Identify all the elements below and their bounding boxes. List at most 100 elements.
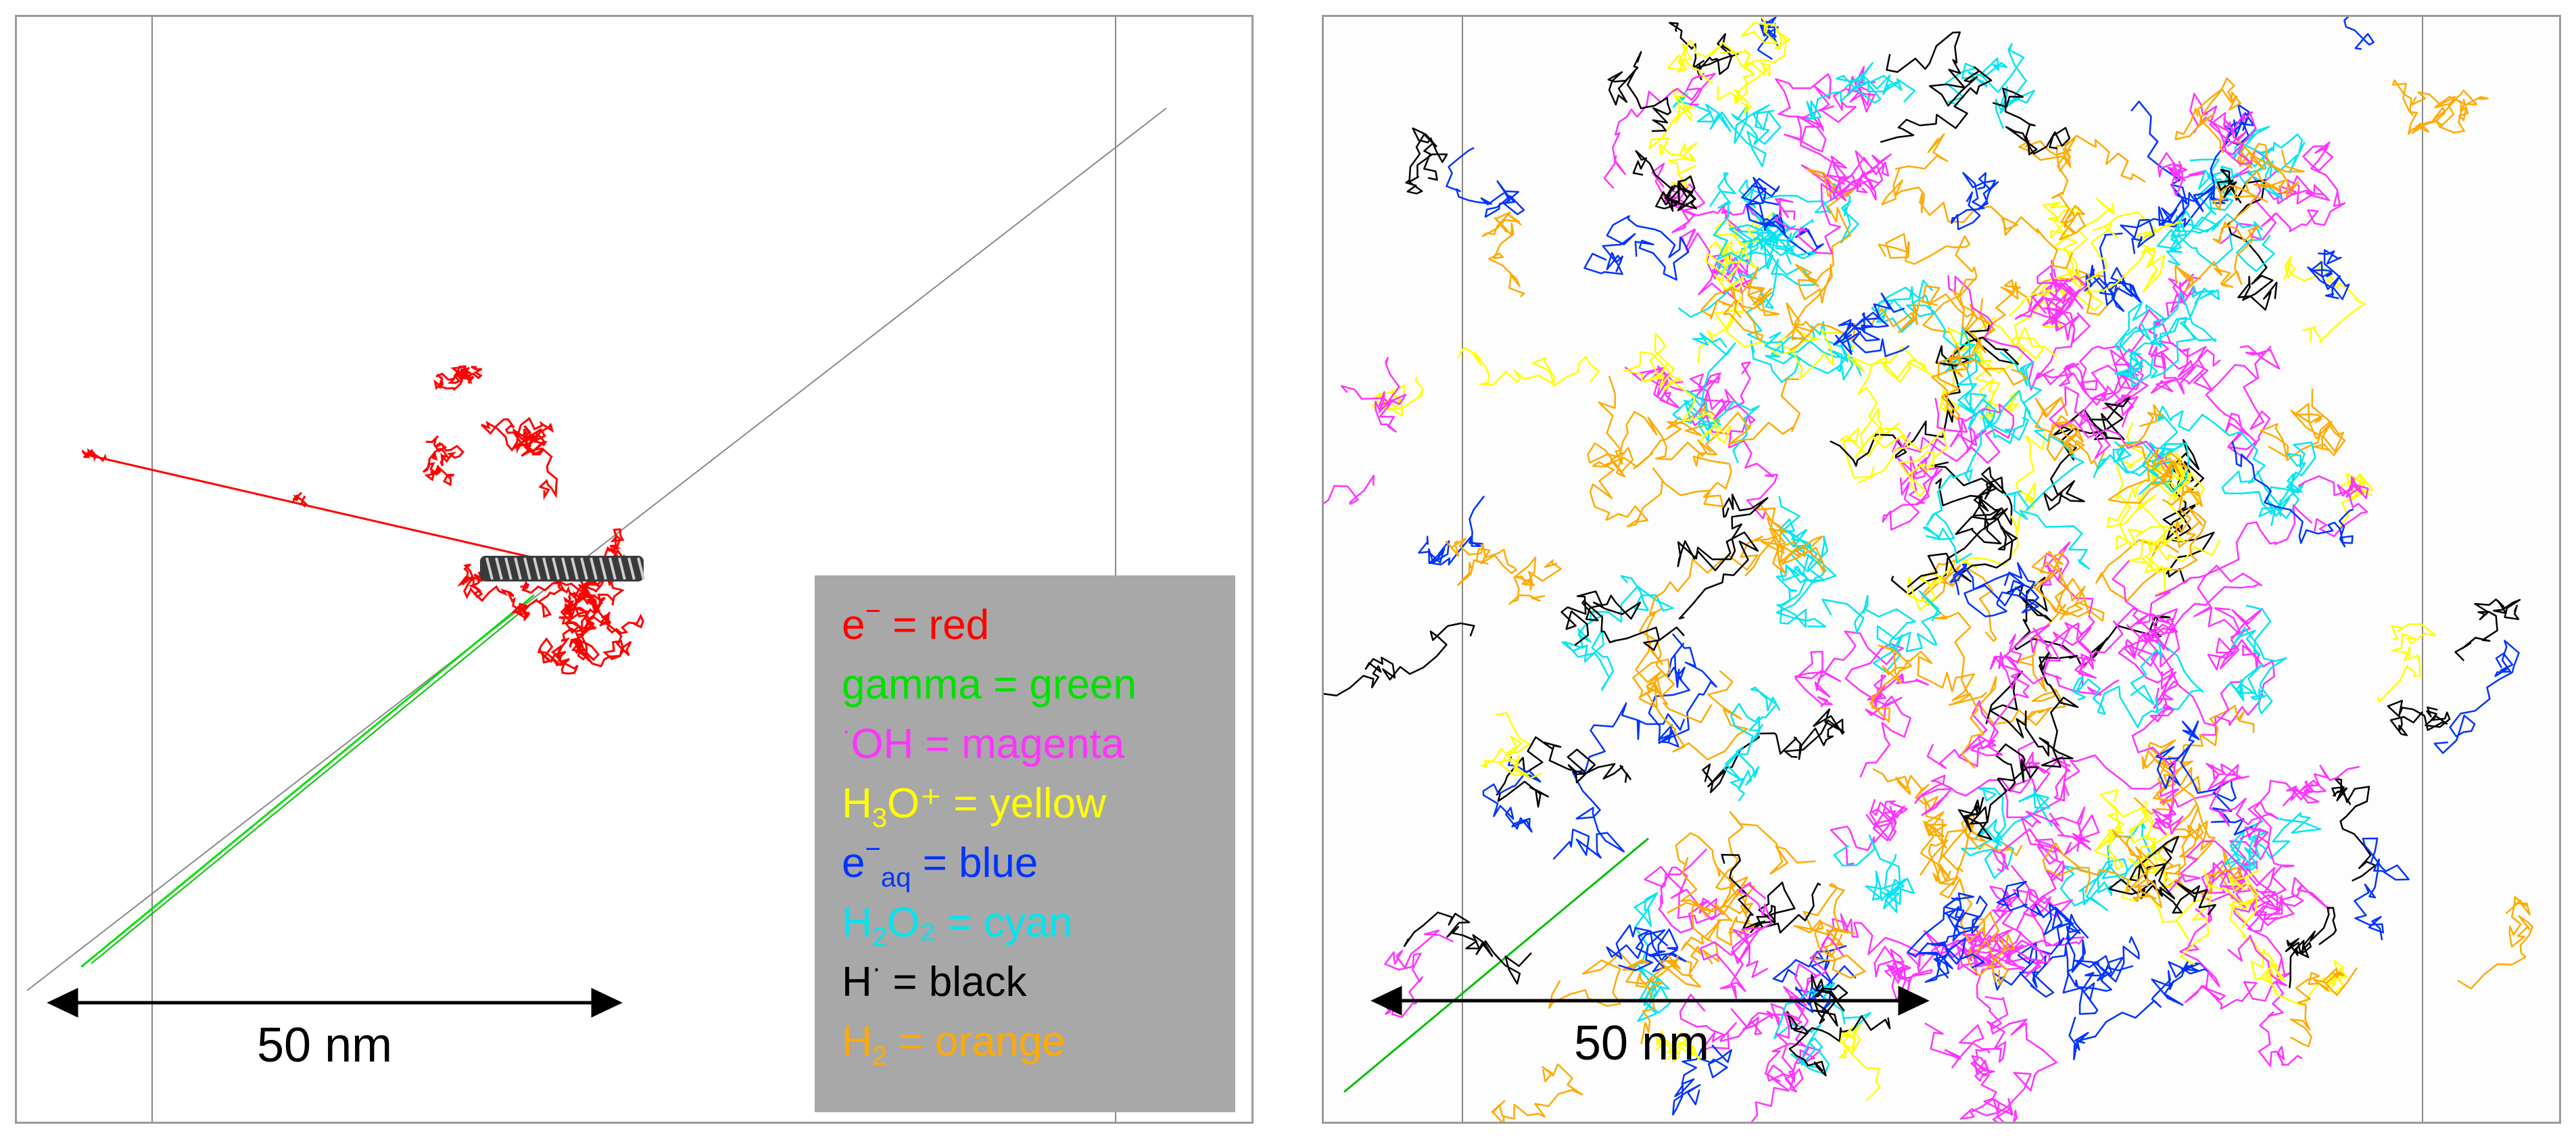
legend-hydrogen-species: H xyxy=(842,1018,872,1065)
species-track-peripheral xyxy=(1324,475,1375,505)
species-track-peripheral xyxy=(1717,53,1771,114)
species-track xyxy=(2166,158,2235,266)
species-track-peripheral xyxy=(1635,954,1702,1045)
species-track xyxy=(1945,43,2035,129)
legend-aqueous-electron-sub: aq xyxy=(880,863,911,893)
dna-ridge xyxy=(533,557,541,580)
species-track xyxy=(2043,395,2132,511)
species-track xyxy=(2256,442,2316,527)
legend-hydrogen-radical-text: = black xyxy=(881,959,1027,1005)
species-track-peripheral xyxy=(1340,357,1407,433)
species-track xyxy=(1805,62,1916,120)
species-track-peripheral xyxy=(1766,995,1807,1093)
electron-track-2 xyxy=(480,417,558,500)
species-track-peripheral xyxy=(1992,87,2071,156)
species-track xyxy=(2031,550,2091,620)
electron-tracks xyxy=(81,365,644,675)
left-scale-label: 50 nm xyxy=(257,1018,393,1072)
legend-hydronium-text: = yellow xyxy=(941,780,1106,827)
species-track xyxy=(2156,210,2275,272)
species-track-peripheral xyxy=(2354,837,2410,941)
legend-item-hydronium: H3O⁺ = yellow xyxy=(842,774,1235,834)
species-track xyxy=(1957,325,2029,444)
species-track xyxy=(2189,93,2257,165)
species-track xyxy=(1700,266,1780,342)
species-track-peripheral xyxy=(1456,346,1600,387)
species-track xyxy=(2084,232,2142,312)
species-track xyxy=(2133,767,2241,906)
species-track xyxy=(1623,332,1732,444)
species-track xyxy=(1924,939,2045,1069)
species-track xyxy=(2072,640,2204,728)
species-track xyxy=(1989,624,2097,690)
species-track-peripheral xyxy=(1508,556,1562,605)
species-track xyxy=(2126,504,2313,652)
species-track xyxy=(2114,285,2220,351)
species-track xyxy=(1874,945,1933,1001)
species-track-peripheral xyxy=(2018,135,2146,183)
legend-hydrogen-peroxide-after: O₂ xyxy=(887,899,936,946)
species-track xyxy=(1833,834,1915,913)
species-track xyxy=(2174,186,2268,292)
species-track xyxy=(2205,345,2281,460)
species-track xyxy=(2225,604,2287,715)
right-simulation-panel: 50 nm xyxy=(1322,15,2561,1124)
species-track xyxy=(1672,332,1761,464)
species-track-peripheral xyxy=(2260,141,2346,233)
species-track-peripheral xyxy=(1324,622,1475,696)
legend-aqueous-electron-sup: − xyxy=(865,834,881,864)
species-track xyxy=(2201,608,2276,736)
species-track-peripheral xyxy=(1481,212,1525,298)
species-track xyxy=(1583,215,1690,281)
electron-long-track xyxy=(87,454,535,559)
gamma-track xyxy=(80,594,535,968)
legend-hydrogen-radical-species: H xyxy=(842,959,872,1005)
species-track xyxy=(1496,736,1631,808)
left-simulation-canvas xyxy=(26,17,1167,1122)
species-track xyxy=(2049,348,2172,474)
electron-track-7 xyxy=(292,492,308,508)
species-track-peripheral xyxy=(2297,475,2369,538)
species-track xyxy=(1700,882,1773,999)
species-track xyxy=(1869,644,1984,769)
gamma-track-2 xyxy=(91,598,538,964)
species-track xyxy=(1931,278,2028,421)
species-track xyxy=(2112,560,2242,726)
species-track xyxy=(2042,829,2162,909)
legend-item-hydrogen-radical: H· = black xyxy=(842,953,1235,1012)
legend-hydronium-sub: 3 xyxy=(872,803,888,833)
species-track-peripheral xyxy=(1931,897,1985,969)
legend-hydroxyl-after: OH xyxy=(851,721,914,767)
dna-ridge xyxy=(485,557,494,580)
species-track xyxy=(1926,634,2030,769)
species-track xyxy=(2260,388,2346,461)
species-track xyxy=(2059,607,2180,700)
species-track xyxy=(1785,168,1861,341)
species-track xyxy=(1921,559,1997,707)
species-track xyxy=(1677,494,1769,620)
right-scale-label: 50 nm xyxy=(1574,1016,1710,1070)
species-track xyxy=(1890,467,2013,596)
legend-hydronium-species: H xyxy=(842,780,872,827)
species-track-peripheral xyxy=(2157,152,2205,196)
species-track xyxy=(1940,327,2020,423)
species-track xyxy=(1947,275,2149,404)
species-track-peripheral xyxy=(1491,1063,1583,1122)
species-track xyxy=(2059,822,2160,911)
species-track xyxy=(2118,565,2263,690)
legend-item-hydrogen-peroxide: H2O₂ = cyan xyxy=(842,893,1235,953)
species-track xyxy=(2125,309,2221,394)
species-track-peripheral xyxy=(2307,249,2350,300)
dna-ridge xyxy=(609,557,617,580)
species-track xyxy=(2028,260,2081,341)
species-track-peripheral xyxy=(2051,138,2086,241)
species-track xyxy=(1854,408,1948,498)
dna-ridge xyxy=(618,557,626,580)
legend-item-aqueous-electron: e−aq = blue xyxy=(842,834,1235,893)
species-track xyxy=(1627,892,1671,1022)
species-track-peripheral xyxy=(1418,495,1485,566)
species-track xyxy=(2034,396,2105,469)
species-track xyxy=(2114,316,2196,388)
species-track xyxy=(1648,89,1698,189)
species-track-peripheral xyxy=(1405,127,1448,195)
